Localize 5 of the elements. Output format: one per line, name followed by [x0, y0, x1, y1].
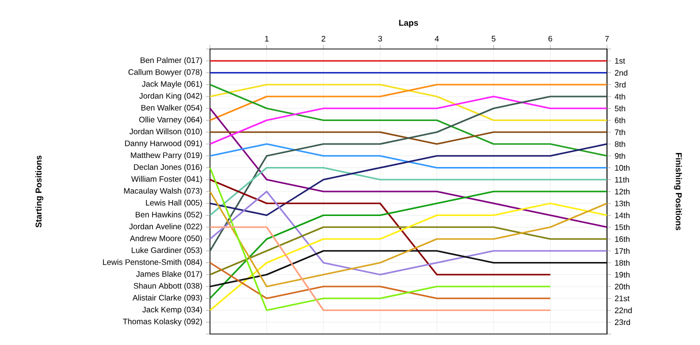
text: Starting Positions — [35, 156, 44, 228]
line-series — [209, 202, 608, 312]
x-axis-title: Laps — [399, 20, 418, 28]
line-series — [209, 96, 608, 252]
y2-axis-title: Finishing Positions — [674, 153, 682, 230]
